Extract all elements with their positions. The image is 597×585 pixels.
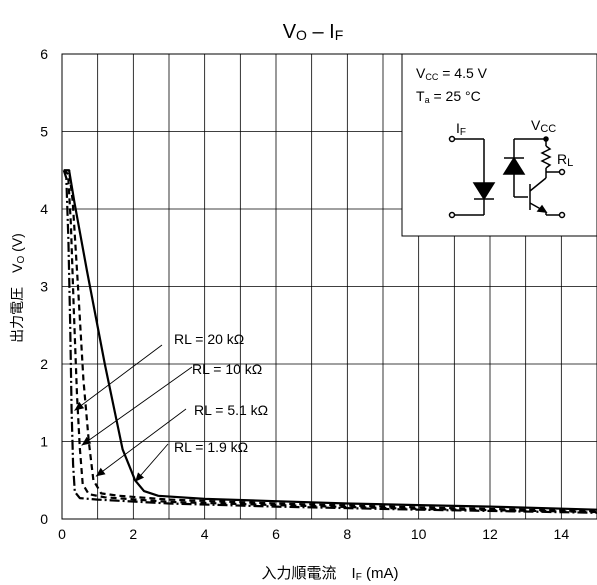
condition-ta: Ta = 25 °C xyxy=(416,88,481,105)
x-tick-label: 12 xyxy=(482,526,498,542)
x-tick-label: 10 xyxy=(411,526,427,542)
circuit-label-if: IF xyxy=(456,120,466,138)
annotation-leader xyxy=(95,408,187,477)
annotation-arrowhead xyxy=(81,436,92,446)
series-line-2 xyxy=(63,169,597,514)
series-line-3 xyxy=(62,169,597,514)
plot-frame xyxy=(61,53,597,520)
x-tick-label: 8 xyxy=(343,526,351,542)
x-tick-label: 2 xyxy=(129,526,137,542)
annotation-label: RL = 5.1 kΩ xyxy=(194,402,268,418)
annotation-label: RL = 10 kΩ xyxy=(192,361,262,377)
y-tick-label: 2 xyxy=(40,356,48,372)
annotation-arrowhead xyxy=(135,472,145,482)
y-axis-label: 出力電圧 VO (V) xyxy=(9,233,27,343)
y-tick-label: 1 xyxy=(40,434,48,450)
x-tick-label: 4 xyxy=(201,526,209,542)
x-tick-label: 14 xyxy=(554,526,570,542)
annotation-arrowhead xyxy=(74,401,85,411)
y-tick-label: 0 xyxy=(40,511,48,527)
y-tick-label: 5 xyxy=(40,124,48,140)
x-tick-label: 0 xyxy=(58,526,66,542)
series-lines xyxy=(62,169,597,514)
y-tick-label: 3 xyxy=(40,279,48,295)
annotation-leader xyxy=(81,366,193,446)
annotation-label: RL = 20 kΩ xyxy=(174,331,244,347)
y-tick-label: 4 xyxy=(40,201,48,217)
circuit-diagram xyxy=(448,135,566,219)
annotation-arrowhead xyxy=(95,467,106,477)
x-axis-label: 入力順電流 IF (mA) xyxy=(262,565,399,583)
y-tick-label: 6 xyxy=(40,46,48,62)
condition-vcc: VCC = 4.5 V xyxy=(416,65,488,82)
conditions-inset: VCC = 4.5 V Ta = 25 °C xyxy=(401,53,597,237)
annotations: RL = 20 kΩ RL = 10 kΩ RL = 5.1 kΩ RL = 1.9 … xyxy=(74,331,268,483)
series-line-0 xyxy=(63,169,597,511)
chart-title: VO – IF xyxy=(283,21,344,43)
x-tick-label: 6 xyxy=(272,526,280,542)
svg-text:出力電圧 VO (V): 出力電圧 VO (V) xyxy=(9,233,27,343)
annotation-label: RL = 1.9 kΩ xyxy=(174,439,248,455)
annotation-leader xyxy=(74,344,163,411)
